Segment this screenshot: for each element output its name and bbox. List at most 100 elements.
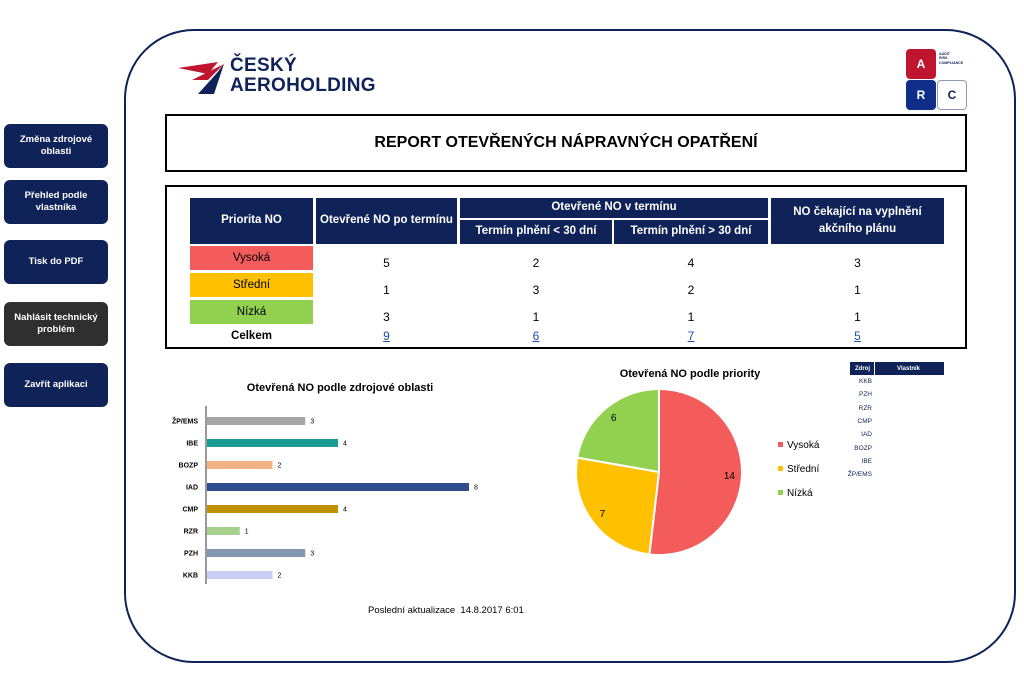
cell-lt30: 3 (532, 283, 540, 297)
close-app-button[interactable]: Zavřít aplikaci (4, 363, 108, 407)
mini-source-item[interactable]: PZH (859, 391, 872, 399)
cell-lt30: 1 (532, 310, 540, 324)
cell-overdue: 1 (383, 283, 390, 297)
header-waiting: NO čekající na vyplnění akčního plánu (771, 198, 944, 244)
legend-swatch (778, 442, 783, 447)
cell-waiting: 3 (854, 256, 861, 270)
bar-value-label: 3 (310, 419, 314, 426)
header-overdue: Otevřené NO po termínu (316, 198, 457, 244)
cell-waiting: 1 (854, 310, 861, 324)
cell-overdue: 5 (383, 256, 390, 270)
bar (207, 505, 338, 513)
report-technical-issue-button[interactable]: Nahlásit technický problém (4, 302, 108, 346)
bar (207, 527, 240, 535)
bar-category-label: ŽP/EMS (172, 417, 198, 426)
legend-label: Nízká (787, 488, 813, 499)
summary-table (165, 185, 967, 349)
cell-gt30: 2 (687, 283, 695, 297)
header-in-term: Otevřené NO v termínu (460, 198, 768, 218)
bar-value-label: 2 (278, 463, 282, 470)
legend-label: Vysoká (787, 440, 820, 451)
bar-value-label: 8 (474, 485, 478, 492)
mini-source-item[interactable]: KKB (858, 378, 872, 385)
bar-category-label: PZH (184, 551, 198, 558)
pie-slice (575, 456, 661, 556)
last-update-label: Poslední aktualizace (368, 605, 456, 616)
pie-value-label: 7 (600, 509, 606, 520)
arc-caption-audit: AUDIT (939, 52, 950, 56)
header-gt30: Termín plnění > 30 dní (614, 220, 768, 244)
bar (207, 439, 338, 447)
change-source-area-button[interactable]: Změna zdrojové oblasti (4, 124, 108, 168)
logo-line-2: AEROHOLDING (230, 75, 376, 96)
bar (207, 461, 273, 469)
mini-header-source: Zdroj (850, 362, 874, 375)
header-priority: Priorita NO (190, 198, 313, 244)
legend-label: Střední (787, 464, 819, 475)
mini-source-item[interactable]: BOZP (854, 444, 872, 452)
arc-caption-risk: RISK (939, 56, 948, 61)
cell-overdue: 3 (383, 310, 390, 324)
bar (207, 417, 306, 425)
last-update-value: 14.8.2017 6:01 (460, 605, 524, 616)
logo-line-1: ČESKÝ (230, 55, 297, 76)
owner-overview-button[interactable]: Přehled podle vlastníka (4, 180, 108, 224)
mini-source-item[interactable]: IAD (861, 431, 872, 439)
arc-caption: AUDIT RISK COMPLIANCE (939, 52, 963, 65)
last-update: Poslední aktualizace 14.8.2017 6:01 (368, 605, 524, 616)
source-area-bar-chart: ŽP/EMS 3 IBE 4 BOZP 2 IAD 8 CMP 4 RZR 1 PZH 3 KKB 2 (172, 406, 478, 584)
report-frame (124, 29, 1016, 663)
total-gt30-link[interactable]: 7 (687, 329, 695, 343)
arc-risk-tile: R (906, 80, 936, 110)
bar-value-label: 4 (343, 507, 347, 514)
arc-compliance-tile: C (937, 80, 967, 110)
total-lt30-cell: 6 (460, 326, 612, 346)
print-pdf-button[interactable]: Tisk do PDF (4, 240, 108, 284)
legend-swatch (778, 490, 783, 495)
bar (207, 483, 469, 491)
legend-swatch (778, 466, 783, 471)
total-lt30-link[interactable]: 6 (532, 329, 540, 343)
priority-cell: Vysoká (190, 246, 313, 270)
total-waiting-cell: 5 (771, 326, 944, 346)
cell-lt30: 2 (532, 256, 540, 270)
total-overdue-cell: 9 (316, 326, 457, 346)
bar (207, 571, 273, 579)
bar-category-label: IAD (186, 485, 198, 492)
bar-value-label: 4 (343, 441, 347, 448)
arc-audit-tile: A (906, 49, 936, 79)
total-label: Celkem (231, 330, 272, 342)
priority-cell: Nízká (190, 300, 313, 324)
pie-value-label: 14 (724, 471, 736, 482)
arc-caption-compliance: COMPLIANCE (939, 60, 964, 65)
mini-source-item[interactable]: RZR (858, 404, 872, 412)
total-gt30-cell: 7 (614, 326, 768, 346)
company-logo-text: ČESKÝ AEROHOLDING (230, 56, 376, 96)
mini-source-item[interactable]: CMP (857, 417, 872, 425)
cell-gt30: 4 (687, 256, 695, 270)
priority-cell: Střední (190, 273, 313, 297)
bar-chart-title: Otevřená NO podle zdrojové oblasti (246, 382, 434, 394)
mini-header-owner: Vlastník (875, 362, 944, 375)
priority-pie-chart: 14 7 6 Vysoká Střední Nízká (575, 387, 820, 556)
bar (207, 549, 306, 557)
bar-value-label: 3 (310, 551, 314, 558)
total-waiting-link[interactable]: 5 (854, 329, 861, 343)
bar-category-label: IBE (186, 441, 198, 448)
bar-value-label: 2 (278, 573, 282, 580)
report-title: REPORT OTEVŘENÝCH NÁPRAVNÝCH OPATŘENÍ (165, 114, 967, 172)
header-lt30: Termín plnění < 30 dní (460, 220, 612, 244)
aeroholding-logo-icon (178, 62, 224, 94)
bar-category-label: KKB (183, 573, 198, 580)
pie-chart-title: Otevřená NO podle priority (619, 368, 761, 380)
cell-waiting: 1 (854, 283, 861, 297)
total-overdue-link[interactable]: 9 (383, 329, 390, 343)
bar-category-label: CMP (182, 507, 198, 514)
mini-source-item[interactable]: IBE (861, 457, 872, 465)
mini-source-item[interactable]: ŽP/EMS (847, 471, 872, 479)
pie-slice (576, 387, 660, 474)
bar-category-label: RZR (184, 529, 198, 536)
bar-category-label: BOZP (179, 463, 199, 470)
bar-value-label: 1 (245, 529, 249, 536)
pie-value-label: 6 (611, 413, 617, 424)
